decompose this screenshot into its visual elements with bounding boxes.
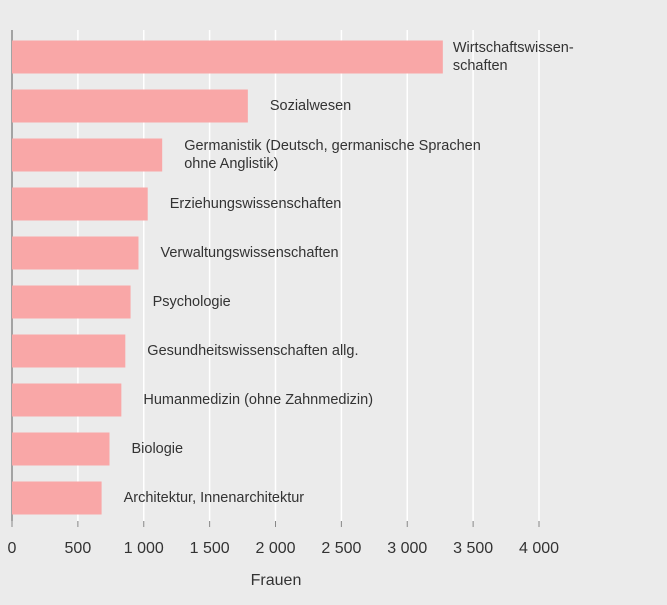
bar bbox=[12, 89, 248, 123]
x-tick-label: 4 000 bbox=[519, 540, 559, 557]
x-tick-label: 500 bbox=[65, 540, 92, 557]
bar bbox=[12, 432, 110, 466]
bar bbox=[12, 138, 163, 172]
x-tick-label: 2 000 bbox=[255, 540, 295, 557]
x-tick-label: 2 500 bbox=[321, 540, 361, 557]
x-tick-label: 3 000 bbox=[387, 540, 427, 557]
bar bbox=[12, 481, 102, 515]
x-tick-label: 0 bbox=[8, 540, 17, 557]
bar bbox=[12, 187, 148, 221]
bar bbox=[12, 334, 126, 368]
category-label: Germanistik (Deutsch, germanische Sprach… bbox=[184, 138, 481, 172]
category-label: Sozialwesen bbox=[269, 98, 352, 114]
bar bbox=[12, 285, 131, 319]
category-label: Erziehungswissenschaften bbox=[169, 196, 342, 212]
bar bbox=[12, 383, 122, 417]
category-label: Verwaltungswissenschaften bbox=[160, 245, 339, 261]
category-label: Wirtschaftswissen- schaften bbox=[452, 40, 574, 74]
category-label: Psychologie bbox=[152, 294, 231, 310]
x-tick-label: 1 000 bbox=[124, 540, 164, 557]
x-axis-label: Frauen bbox=[251, 572, 302, 589]
x-tick-label: 3 500 bbox=[453, 540, 493, 557]
category-label: Humanmedizin (ohne Zahnmedizin) bbox=[143, 392, 374, 408]
x-tick-label: 1 500 bbox=[190, 540, 230, 557]
category-label: Architektur, Innenarchitektur bbox=[123, 490, 305, 506]
bar bbox=[12, 40, 443, 74]
category-label: Gesundheitswissenschaften allg. bbox=[147, 343, 359, 359]
category-label: Biologie bbox=[131, 441, 184, 457]
bar bbox=[12, 236, 139, 270]
